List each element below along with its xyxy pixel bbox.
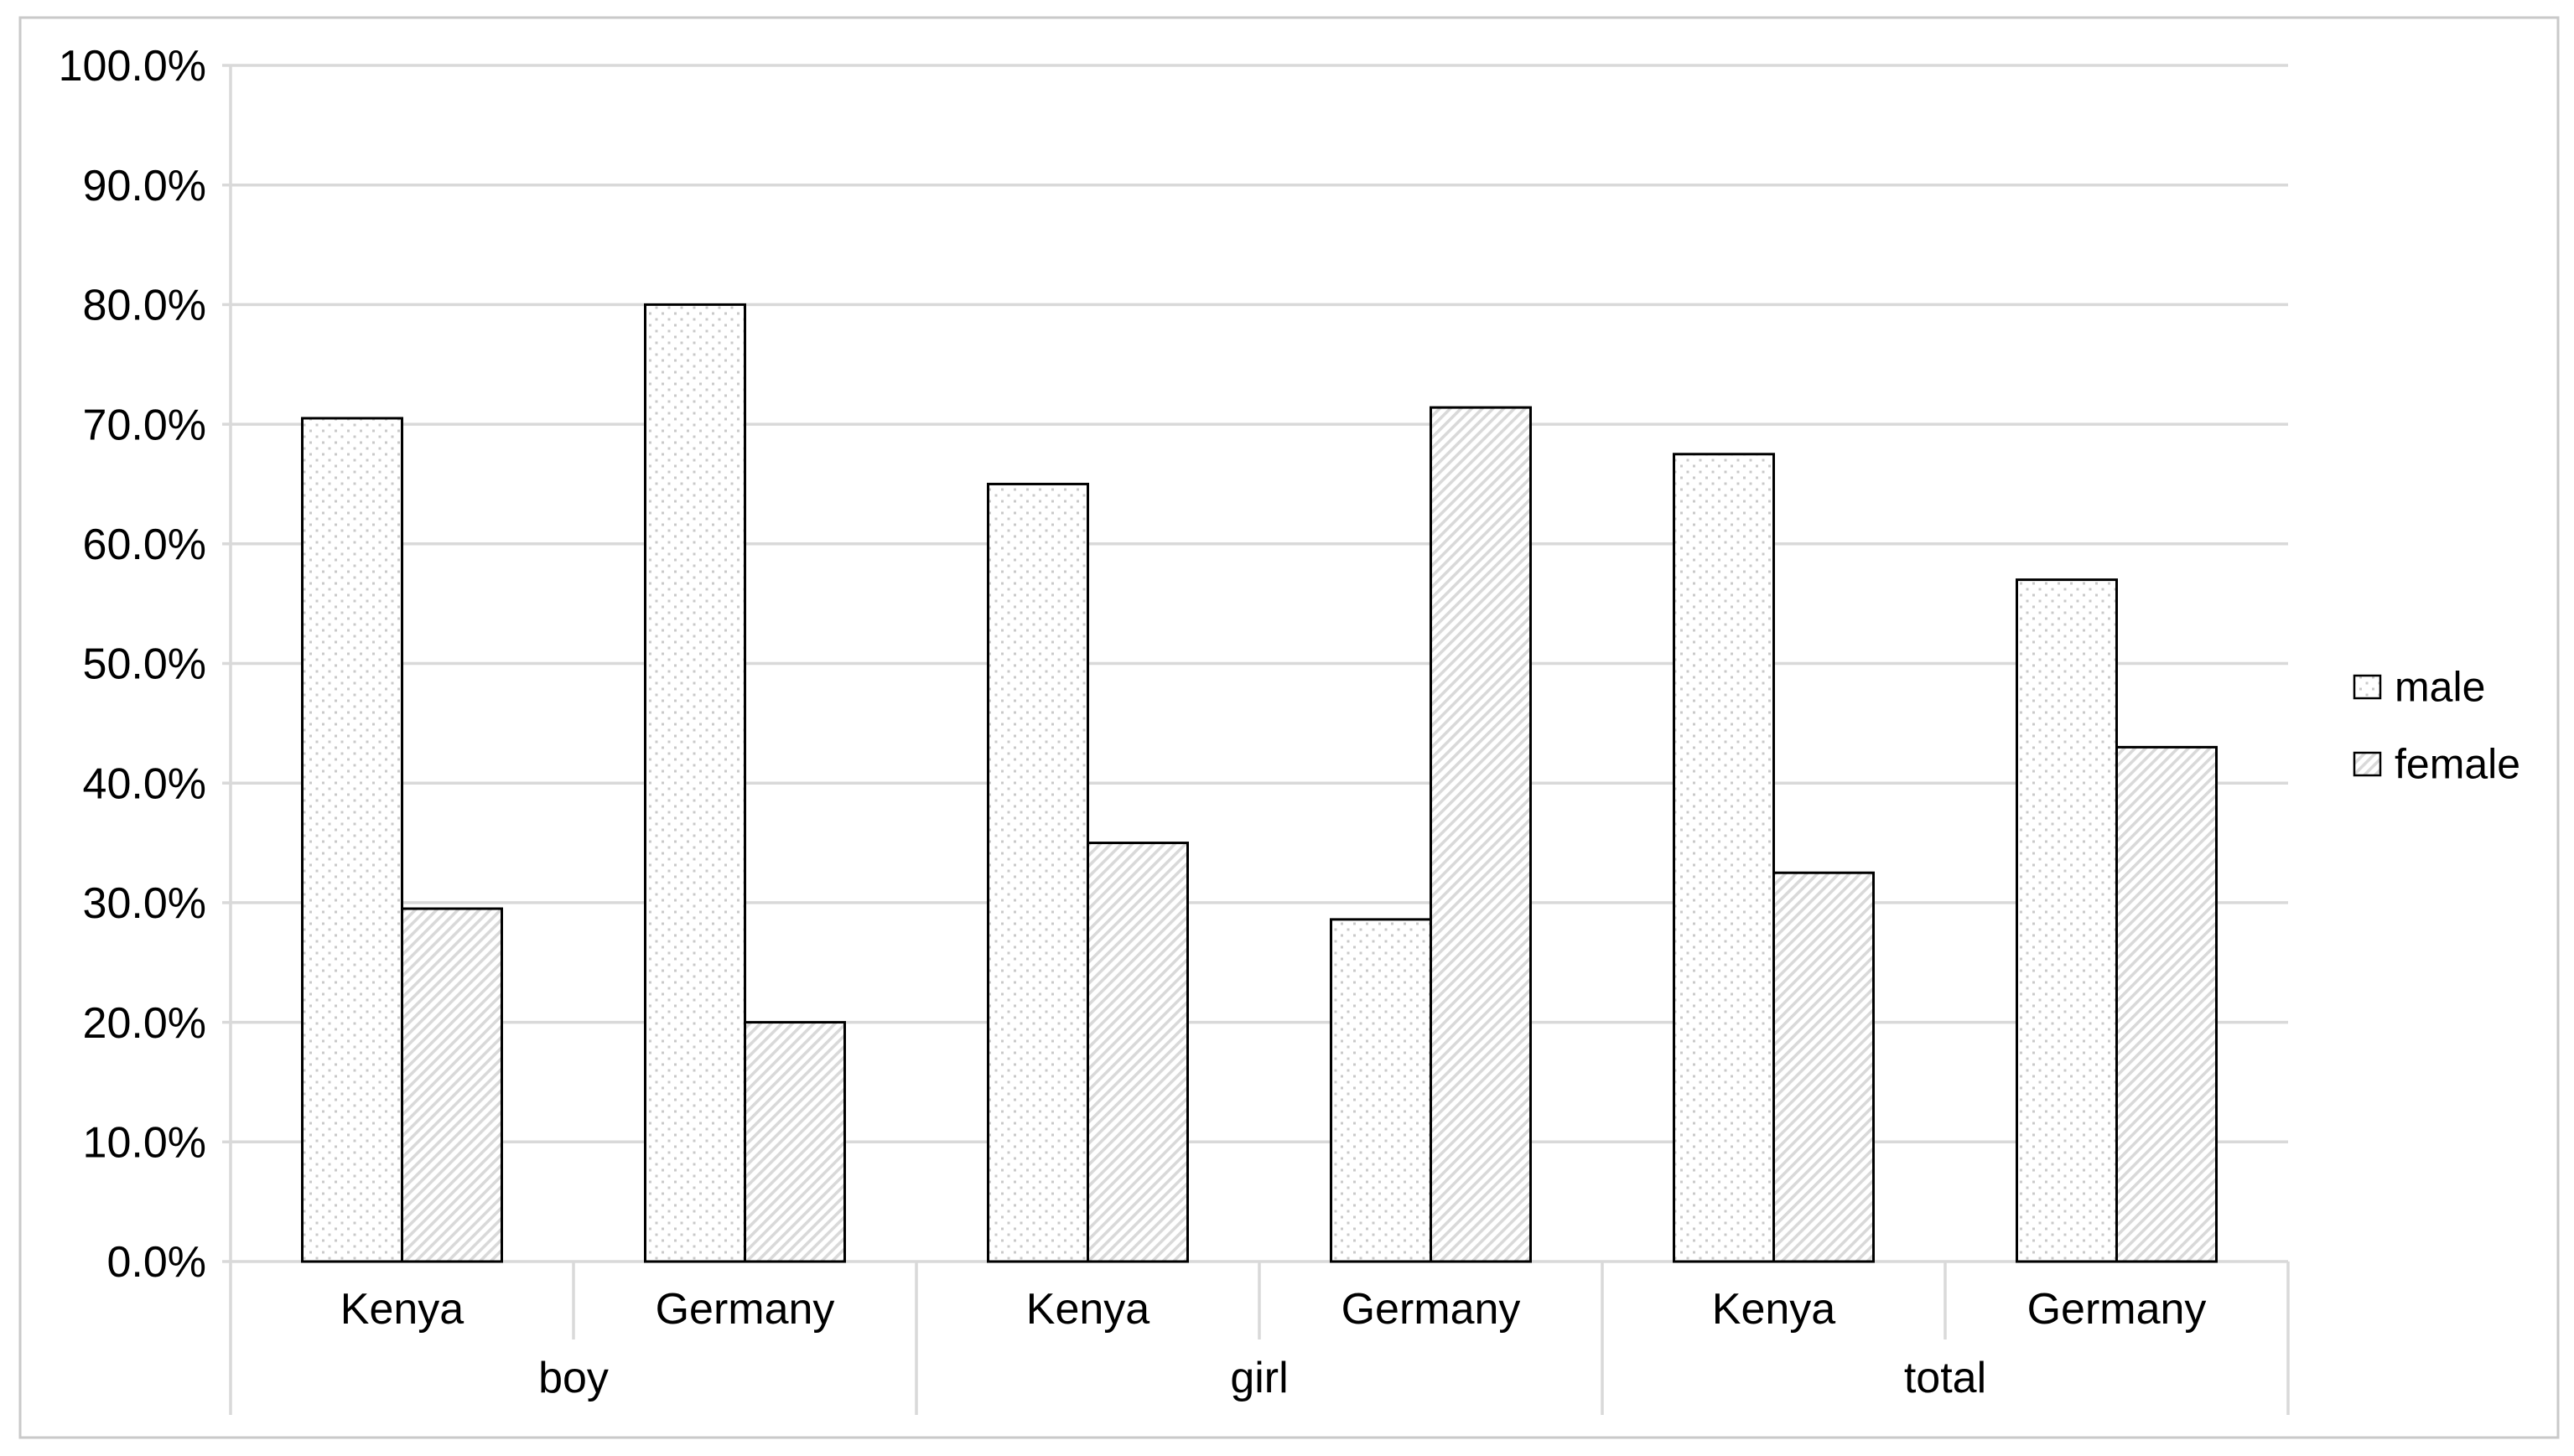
bar-female-girl-kenya (1087, 842, 1189, 1263)
bar-male-boy-kenya (301, 417, 403, 1263)
y-tick-label: 30.0% (83, 879, 206, 928)
bar-female-girl-germany (1430, 406, 1532, 1263)
y-tick-label: 10.0% (83, 1119, 206, 1168)
x-axis-country-label: Germany (2027, 1285, 2207, 1334)
x-axis-group-label-girl: girl (1230, 1354, 1288, 1402)
bar-male-girl-germany (1330, 918, 1432, 1263)
bar-female-boy-germany (744, 1021, 846, 1263)
legend-label-male: male (2395, 664, 2485, 711)
bar-male-total-kenya (1673, 453, 1775, 1263)
bar-female-total-kenya (1772, 871, 1875, 1263)
bar-male-boy-germany (644, 303, 746, 1263)
y-tick-label: 80.0% (83, 282, 206, 330)
bar-female-total-germany (2115, 745, 2218, 1263)
bar-male-total-germany (2016, 578, 2118, 1263)
y-tick-label: 90.0% (83, 162, 206, 210)
y-tick-label: 50.0% (83, 640, 206, 689)
x-axis-group-label-total: total (1904, 1354, 1986, 1402)
x-axis-country-label: Kenya (1712, 1285, 1836, 1334)
x-axis-country-label: Germany (656, 1285, 835, 1334)
y-tick-label: 20.0% (83, 999, 206, 1048)
legend-swatch-female (2353, 751, 2382, 777)
y-tick-label: 0.0% (106, 1238, 206, 1287)
x-axis-country-label: Kenya (340, 1285, 464, 1334)
x-axis-group-label-boy: boy (538, 1354, 609, 1402)
y-tick-label: 60.0% (83, 521, 206, 569)
y-tick-label: 100.0% (59, 42, 206, 91)
legend-label-female: female (2395, 741, 2520, 788)
x-axis-country-label: Kenya (1026, 1285, 1150, 1334)
legend-swatch-male (2353, 674, 2382, 700)
bar-female-boy-kenya (401, 907, 503, 1263)
bar-male-girl-kenya (987, 482, 1089, 1263)
chart-border (18, 16, 2560, 1439)
y-tick-label: 70.0% (83, 401, 206, 449)
x-axis-country-label: Germany (1341, 1285, 1521, 1334)
y-tick-label: 40.0% (83, 759, 206, 808)
